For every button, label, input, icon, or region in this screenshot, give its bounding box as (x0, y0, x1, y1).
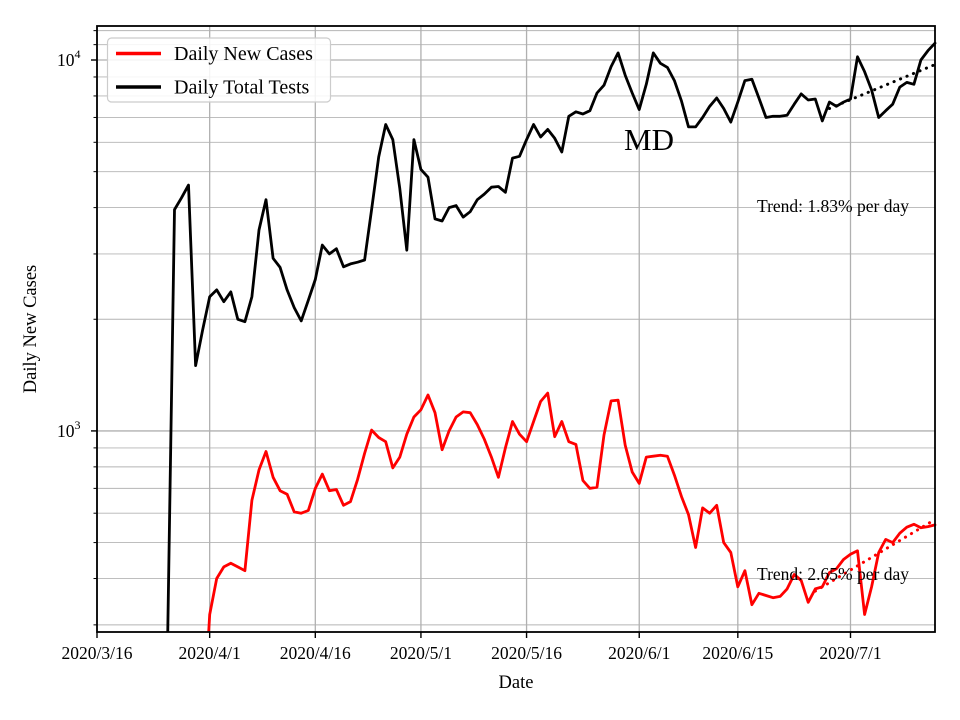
x-tick-label: 2020/3/16 (62, 643, 133, 663)
x-tick-label: 2020/5/1 (390, 643, 452, 663)
series-line-daily-total-tests (166, 41, 937, 632)
series-layer (166, 41, 937, 632)
tick-layer: 2020/3/16 2020/4/1 2020/4/16 2020/5/1 2020/5… (57, 30, 882, 663)
x-tick-label: 2020/7/1 (819, 643, 881, 663)
x-tick-label: 2020/6/1 (608, 643, 670, 663)
x-tick-label: 2020/6/15 (702, 643, 773, 663)
y-tick-label: 104 (57, 47, 81, 70)
legend-entry-cases: Daily New Cases (174, 43, 313, 65)
plot-border (96, 25, 936, 633)
y-axis-label: Daily New Cases (21, 265, 41, 393)
legend-box (106, 37, 332, 103)
trend-label-tests: Trend: 1.83% per day (757, 196, 909, 216)
x-axis-label: Date (499, 673, 534, 693)
grid-layer (96, 26, 935, 632)
chart-title: MD (624, 122, 674, 157)
x-tick-label: 2020/4/1 (179, 643, 241, 663)
trend-line-1.83 (827, 63, 937, 111)
x-tick-label: 2020/4/16 (280, 643, 351, 663)
trend-line-2.65 (813, 518, 937, 593)
legend-entry-tests: Daily Total Tests (174, 77, 310, 99)
x-tick-label: 2020/5/16 (491, 643, 562, 663)
series-line-daily-new-cases (207, 391, 937, 632)
legend: Daily New Cases Daily Total Tests (106, 37, 332, 103)
y-tick-label: 103 (57, 418, 81, 441)
trend-label-cases: Trend: 2.65% per day (757, 564, 909, 584)
